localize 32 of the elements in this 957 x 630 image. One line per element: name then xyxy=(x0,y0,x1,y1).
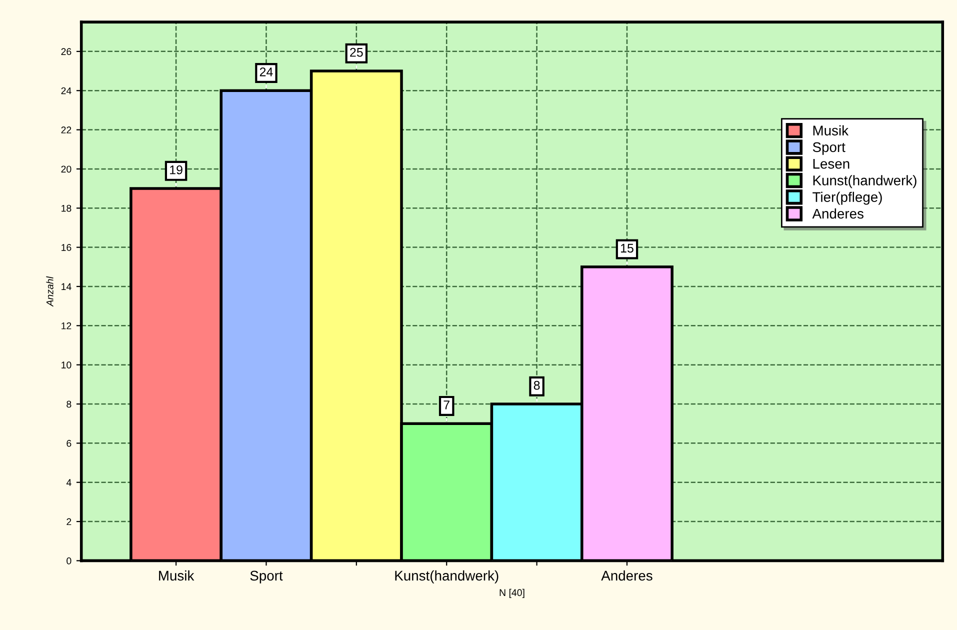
x-axis-title: N [40] xyxy=(500,588,524,598)
data-label: 24 xyxy=(260,67,273,76)
legend-label: Anderes xyxy=(812,208,864,219)
legend-label: Kunst(handwerk) xyxy=(813,175,916,188)
data-label: 8 xyxy=(534,380,540,390)
y-tick-label: 4 xyxy=(66,479,72,486)
data-label: 7 xyxy=(444,400,450,410)
y-tick-label: 22 xyxy=(61,126,72,134)
y-tick-label: 26 xyxy=(61,48,72,56)
y-axis-title: Anzahl xyxy=(46,276,54,307)
y-tick-label: 18 xyxy=(62,204,72,212)
y-tick-label: 0 xyxy=(66,557,72,564)
y-tick-label: 20 xyxy=(61,166,72,173)
y-tick-label: 16 xyxy=(62,244,72,251)
legend-label: Sport xyxy=(812,142,846,155)
y-tick-label: 6 xyxy=(66,440,72,447)
legend-label: Tier(pflege) xyxy=(812,192,882,205)
x-tick-label: Anderes xyxy=(601,570,652,581)
y-tick-label: 8 xyxy=(66,400,72,408)
y-tick-label: 10 xyxy=(62,362,72,368)
data-label: 15 xyxy=(620,244,634,253)
data-label: 25 xyxy=(350,48,363,57)
data-label: 19 xyxy=(170,165,182,174)
y-tick-label: 24 xyxy=(61,87,72,94)
y-tick-label: 2 xyxy=(66,518,72,526)
y-tick-label: 14 xyxy=(62,283,72,290)
legend-label: Lesen xyxy=(813,159,850,169)
x-tick-label: Kunst(handwerk) xyxy=(395,570,498,584)
legend-label: Musik xyxy=(813,125,849,136)
y-tick-label: 12 xyxy=(62,322,72,330)
x-tick-label: Sport xyxy=(250,570,283,584)
x-tick-label: Musik xyxy=(159,570,194,581)
